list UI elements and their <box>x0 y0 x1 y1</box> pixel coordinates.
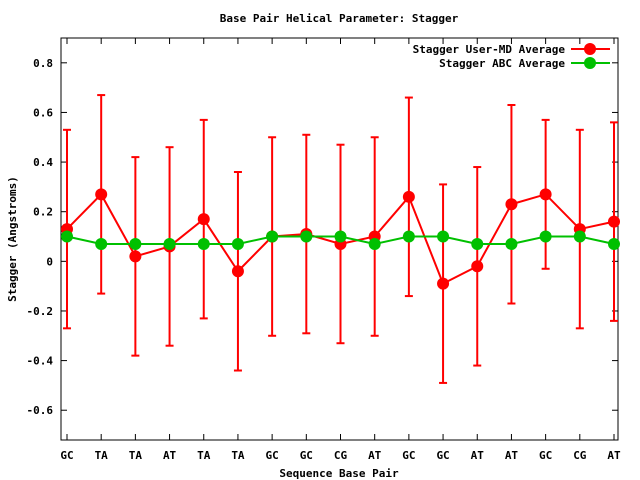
data-point <box>505 198 518 211</box>
data-point <box>402 190 415 203</box>
data-point <box>608 237 620 250</box>
x-tick-label: AT <box>505 449 519 462</box>
chart-title: Base Pair Helical Parameter: Stagger <box>220 12 459 25</box>
x-tick-label: TA <box>231 449 245 462</box>
y-tick-label: 0.2 <box>33 206 53 219</box>
data-point <box>471 237 484 250</box>
data-point <box>163 237 176 250</box>
legend-marker <box>584 57 596 69</box>
data-point <box>471 260 484 273</box>
x-tick-label: GC <box>539 449 552 462</box>
y-tick-label: -0.6 <box>27 404 54 417</box>
data-point <box>437 230 450 243</box>
y-axis-label: Stagger (Angstroms) <box>6 176 19 302</box>
y-tick-label: 0.8 <box>33 57 53 70</box>
x-axis-label: Sequence Base Pair <box>279 467 399 480</box>
data-point <box>95 237 108 250</box>
x-axis: GC TA TA AT TA TA GC GC CG AT GC GC AT AT GC CG AT <box>60 38 621 462</box>
x-tick-label: AT <box>607 449 621 462</box>
data-point <box>129 250 142 263</box>
data-point <box>95 188 108 201</box>
data-point <box>129 237 142 250</box>
data-point <box>539 188 552 201</box>
x-tick-label: GC <box>60 449 73 462</box>
legend-marker <box>584 43 596 55</box>
y-axis: -0.6 -0.4 -0.2 0 0.2 0.4 0.6 0.8 <box>27 57 618 417</box>
legend-label: Stagger User-MD Average <box>413 43 566 56</box>
data-point <box>437 277 450 290</box>
data-point <box>300 230 313 243</box>
x-tick-label: CG <box>334 449 348 462</box>
x-tick-label: AT <box>163 449 177 462</box>
x-tick-label: TA <box>197 449 211 462</box>
series-2 <box>61 230 620 250</box>
x-tick-label: GC <box>402 449 415 462</box>
y-tick-label: -0.4 <box>27 355 54 368</box>
data-point <box>539 230 552 243</box>
y-tick-label: 0 <box>46 255 53 268</box>
data-point <box>231 237 244 250</box>
data-point <box>402 230 415 243</box>
data-point <box>368 237 381 250</box>
data-point <box>197 237 210 250</box>
x-tick-label: CG <box>573 449 587 462</box>
x-tick-label: TA <box>129 449 143 462</box>
y-tick-label: -0.2 <box>27 305 54 318</box>
data-point <box>334 230 347 243</box>
y-tick-label: 0.6 <box>33 106 53 119</box>
x-tick-label: GC <box>266 449 279 462</box>
series-layer <box>61 94 620 384</box>
y-tick-label: 0.4 <box>33 156 53 169</box>
x-tick-label: GC <box>436 449 449 462</box>
data-point <box>573 230 586 243</box>
data-point <box>608 215 620 228</box>
data-point <box>505 237 518 250</box>
x-tick-label: AT <box>368 449 382 462</box>
x-tick-label: GC <box>300 449 313 462</box>
x-tick-label: AT <box>471 449 485 462</box>
data-point <box>266 230 279 243</box>
plot-frame <box>60 37 619 441</box>
data-point <box>61 230 73 243</box>
legend-label: Stagger ABC Average <box>439 57 565 70</box>
data-point <box>197 213 210 226</box>
x-tick-label: TA <box>95 449 109 462</box>
data-point <box>231 265 244 278</box>
series-1 <box>61 94 620 384</box>
